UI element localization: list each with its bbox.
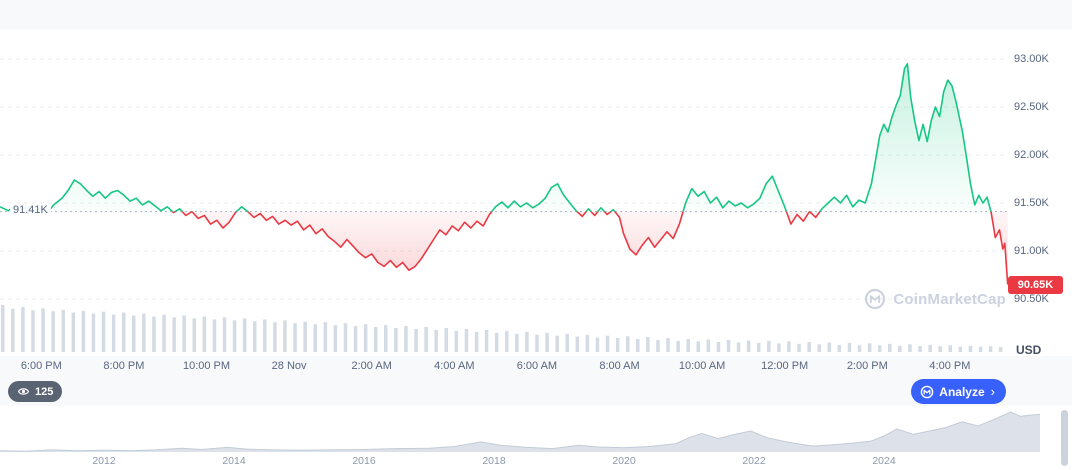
eye-icon [17,388,30,395]
watchers-badge: 125 [8,381,63,402]
watchers-count: 125 [35,385,54,398]
navigator-year-label: 2020 [612,455,636,467]
y-axis-tick: 90.50K [1014,293,1049,305]
x-axis-tick: 6:00 AM [516,360,558,372]
navigator-year-label: 2016 [352,455,376,467]
navigator-year-label: 2024 [872,455,896,467]
analyze-label: Analyze [939,384,985,399]
vertical-scrollbar[interactable] [1061,410,1068,466]
y-axis-tick: 92.50K [1014,101,1049,113]
price-chart[interactable] [0,0,1010,356]
chevron-right-icon: › [990,384,995,399]
y-axis-tick: 93.00K [1014,53,1049,65]
coinmarketcap-watermark: CoinMarketCap [864,288,1006,310]
x-axis-tick: 28 Nov [271,360,307,372]
currency-unit-label: USD [1016,343,1042,357]
navigator-year-label: 2018 [482,455,506,467]
navigator-year-label: 2012 [92,455,116,467]
navigator-year-label: 2014 [222,455,246,467]
x-axis-tick: 12:00 PM [761,360,809,372]
axis-strip [0,356,1072,406]
watermark-text: CoinMarketCap [893,290,1006,308]
timeline-navigator[interactable] [0,406,1048,454]
current-price-badge: 90.65K [1008,275,1063,294]
x-axis-tick: 2:00 PM [846,360,888,372]
y-axis-tick: 91.50K [1014,197,1049,209]
y-axis-tick: 91.00K [1014,245,1049,257]
top-strip [0,0,1072,30]
x-axis-tick: 8:00 AM [599,360,640,372]
x-axis-tick: 4:00 AM [434,360,475,372]
x-axis-tick: 2:00 AM [351,360,392,372]
analyze-button[interactable]: Analyze › [911,379,1006,404]
navigator-year-label: 2022 [742,455,766,467]
x-axis-tick: 4:00 PM [929,360,971,372]
baseline-price-label: 91.41K [10,203,51,216]
x-axis-tick: 8:00 PM [103,360,145,372]
coinmarketcap-logo-icon [865,288,886,310]
x-axis-tick: 10:00 PM [182,360,231,372]
x-axis-tick: 6:00 PM [20,360,62,372]
coinmarketcap-logo-icon [920,385,934,398]
y-axis-tick: 92.00K [1014,149,1049,161]
x-axis-tick: 10:00 AM [678,360,726,372]
